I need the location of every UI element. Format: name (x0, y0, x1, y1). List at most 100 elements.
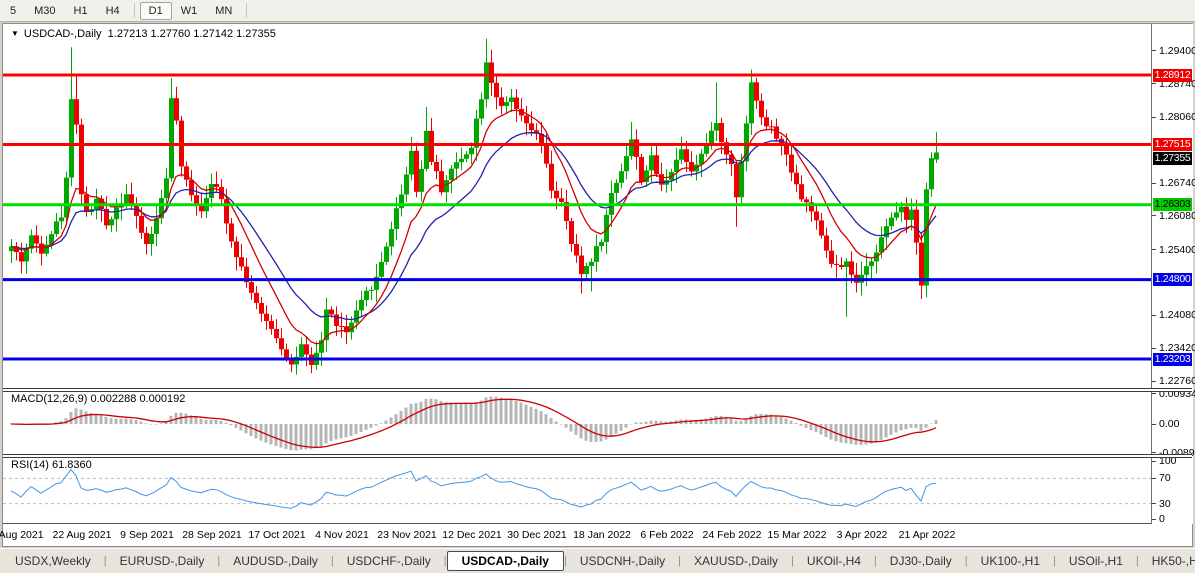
collapse-triangle-icon[interactable]: ▼ (11, 29, 19, 38)
candle-body (159, 198, 164, 219)
timeframe-button-m30[interactable]: M30 (34, 4, 56, 17)
candle-body (44, 244, 49, 254)
chart-tab-usoil-h1[interactable]: USOil-,H1 (1068, 554, 1123, 568)
macd-rsi-separator[interactable] (3, 454, 1192, 458)
candle-body (489, 62, 494, 83)
macd-bar (329, 424, 333, 441)
price-axis[interactable]: 1.29400 1.28740 1.28060 1.26740 1.26080 1.254… (1151, 24, 1195, 525)
timeframe-toolbar: 5 M30 H1 H4 D1 W1 MN (0, 0, 1195, 22)
macd-label: MACD(12,26,9) 0.002288 0.000192 (11, 393, 185, 405)
candle-body (709, 130, 714, 145)
candle-body (804, 199, 809, 203)
candle-body (349, 322, 354, 333)
candle-body (84, 194, 89, 213)
chart-tab-ukoil-h4[interactable]: UKOil-,H4 (806, 554, 861, 568)
rsi-line (10, 468, 937, 509)
macd-bar (849, 424, 853, 445)
macd-bar (519, 402, 523, 424)
candle-body (304, 344, 309, 355)
chart-tab-usdcad-daily[interactable]: USDCAD-,Daily (446, 551, 564, 571)
candle-body (234, 241, 239, 258)
macd-bar (139, 421, 143, 424)
date-axis[interactable]: 3 Aug 2021 22 Aug 2021 9 Sep 2021 28 Sep 20… (0, 525, 1151, 546)
candle-body (624, 156, 629, 172)
date-label: 24 Feb 2022 (702, 529, 762, 541)
candle-body (744, 123, 749, 162)
chart-tab-hk50-h1[interactable]: HK50-,H1 (1151, 554, 1195, 568)
candle-body (209, 183, 214, 198)
date-label: 28 Sep 2021 (182, 529, 242, 541)
price-badge-1.27515: 1.27515 (1153, 138, 1192, 151)
macd-bar (574, 424, 578, 435)
macd-bar (304, 424, 308, 450)
macd-bar (654, 420, 658, 424)
chart-tab-dj30-daily[interactable]: DJ30-,Daily (889, 554, 952, 568)
candle-body (584, 265, 589, 275)
candle-body (434, 161, 439, 172)
candle-body (869, 261, 874, 267)
axis-tick (1152, 347, 1156, 349)
candle-body (649, 155, 654, 171)
tab-separator: | (1053, 555, 1056, 567)
horizontal-lines-group[interactable] (3, 73, 1151, 361)
chart-tab-usdx-weekly[interactable]: USDX,Weekly (15, 554, 91, 568)
macd-bar (349, 424, 353, 436)
macd-bar (929, 423, 933, 424)
macd-signal-line (10, 398, 937, 448)
macd-bar (689, 419, 693, 424)
chart-plot-area[interactable] (3, 24, 1151, 524)
candle-body (9, 246, 14, 252)
macd-bar (419, 401, 423, 424)
candle-body (604, 214, 609, 243)
macd-bar (454, 402, 458, 424)
macd-bar (659, 421, 663, 424)
macd-bar (559, 424, 563, 425)
candle-body (324, 309, 329, 341)
timeframe-button-h1[interactable]: H1 (73, 4, 88, 17)
macd-bar (764, 414, 768, 424)
chart-tab-audusd-daily[interactable]: AUDUSD-,Daily (233, 554, 318, 568)
candle-body (634, 139, 639, 157)
candle-body (134, 206, 139, 216)
candle-body (394, 208, 399, 229)
candle-body (834, 263, 839, 265)
chart-title-symbol: USDCAD-,Daily (23, 28, 102, 40)
main-macd-separator[interactable] (3, 388, 1192, 392)
macd-bar (334, 424, 338, 440)
candle-body (504, 101, 509, 106)
chart-window[interactable]: ▼ USDCAD-,Daily 1.27213 1.27760 1.27142 1… (0, 23, 1195, 547)
candle-body (579, 255, 584, 275)
candle-body (104, 209, 109, 226)
chart-tab-xauusd-daily[interactable]: XAUUSD-,Daily (694, 554, 779, 568)
timeframe-button-h4[interactable]: H4 (105, 4, 120, 17)
candle-body (264, 313, 269, 321)
candle-body (319, 340, 324, 353)
macd-bar (879, 424, 883, 440)
candle-body (259, 302, 264, 314)
candle-body (129, 194, 134, 207)
timeframe-button-mn[interactable]: MN (215, 4, 233, 17)
macd-bar (339, 424, 343, 439)
chart-tab-usdchf-daily[interactable]: USDCHF-,Daily (346, 554, 431, 568)
candle-body (719, 122, 724, 143)
chart-tab-eurusd-daily[interactable]: EURUSD-,Daily (119, 554, 205, 568)
macd-bar (914, 424, 918, 429)
chart-tab-usdcnh-daily[interactable]: USDCNH-,Daily (579, 554, 666, 568)
axis-tick (1152, 423, 1156, 425)
timeframe-button-w1[interactable]: W1 (180, 4, 198, 17)
candle-body (469, 147, 474, 155)
chart-tab-uk100-h1[interactable]: UK100-,H1 (980, 554, 1041, 568)
macd-bar (324, 424, 328, 444)
macd-bar (319, 424, 323, 447)
macd-bar (394, 414, 398, 424)
macd-bar (129, 419, 133, 424)
macd-bar (389, 417, 393, 424)
macd-bar (904, 424, 908, 430)
candle-body (169, 98, 174, 179)
macd-bar (189, 415, 193, 424)
candle-body (924, 189, 929, 286)
timeframe-button-d1[interactable]: D1 (139, 1, 172, 20)
candle-body (544, 143, 549, 164)
timeframe-button-5[interactable]: 5 (10, 4, 17, 17)
candle-body (19, 252, 24, 262)
